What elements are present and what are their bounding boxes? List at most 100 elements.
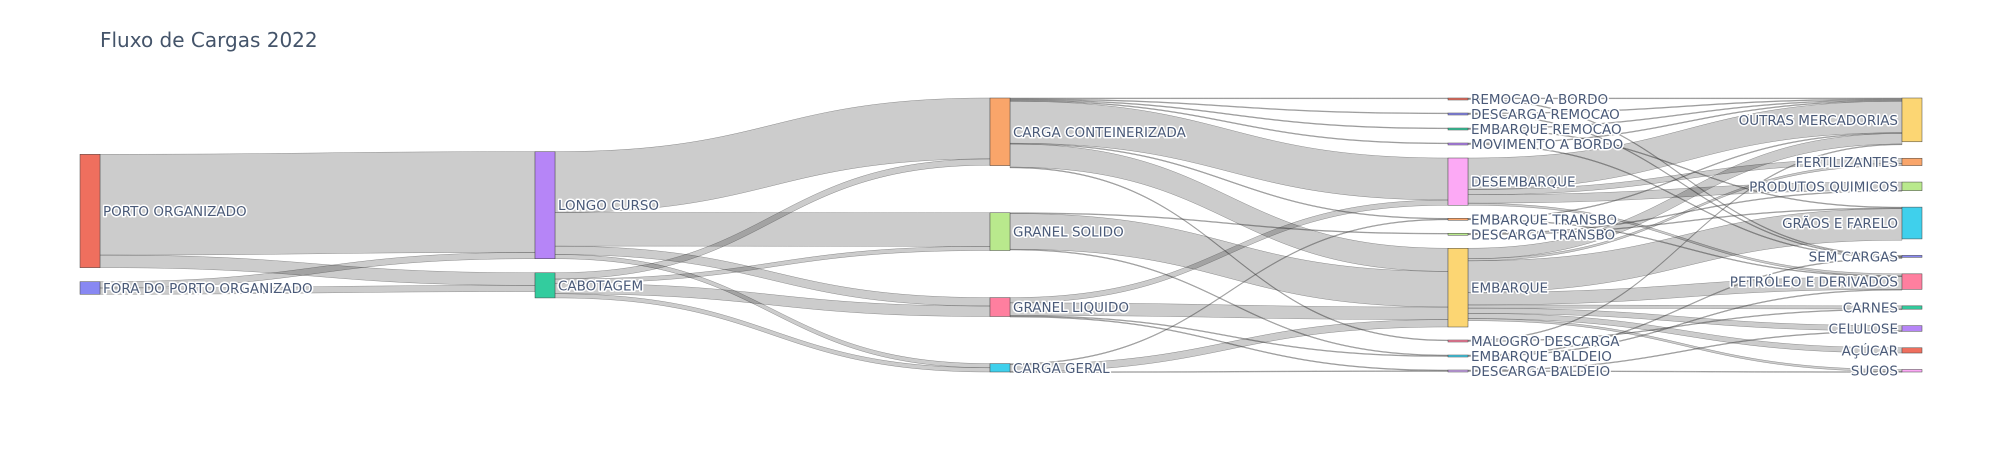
node-label-halo: CABOTAGEM (558, 278, 643, 294)
node-label-halo: SEM CARGAS (1809, 249, 1898, 265)
node-label-halo: LONGO CURSO (558, 198, 659, 214)
links-layer (99, 97, 1903, 373)
node-label-halo: DESCARGA REMOCAO (1471, 107, 1620, 123)
sankey-link[interactable] (1467, 308, 1903, 342)
node-label: SEM CARGAS (1809, 249, 1898, 265)
node-label-halo: CELULOSE (1829, 321, 1898, 337)
sankey-node[interactable] (1447, 339, 1469, 343)
sankey-node[interactable] (1447, 248, 1469, 328)
sankey-node[interactable] (1901, 206, 1923, 240)
node-label: CELULOSE (1829, 321, 1898, 337)
sankey-node[interactable] (1901, 369, 1923, 373)
sankey-node[interactable] (1447, 127, 1469, 131)
node-label-halo: FERTILIZANTES (1796, 155, 1898, 171)
node-label-halo: MALOGRO DESCARGA (1471, 334, 1620, 350)
sankey-link[interactable] (1467, 143, 1903, 342)
sankey-node[interactable] (79, 154, 101, 268)
node-label-halo: SUCOS (1851, 364, 1898, 380)
sankey-node[interactable] (1901, 97, 1923, 143)
node-label-halo: FORA DO PORTO ORGANIZADO (103, 281, 313, 297)
node-label: EMBARQUE (1471, 281, 1548, 297)
node-label-halo: DESEMBARQUE (1471, 175, 1576, 191)
node-label: CARGA GERAL (1013, 361, 1110, 377)
sankey-link[interactable] (1467, 289, 1903, 357)
node-label: DESCARGA TRANSBO (1471, 227, 1615, 243)
chart-title: Fluxo de Cargas 2022 (100, 28, 318, 52)
node-label: PORTO ORGANIZADO (103, 204, 247, 220)
sankey-node[interactable] (1447, 142, 1469, 146)
node-label-halo: EMBARQUE REMOCAO (1471, 122, 1622, 138)
node-label-halo: CARGA CONTEINERIZADA (1013, 125, 1187, 141)
node-label: GRÃOS E FARELO (1782, 215, 1898, 232)
node-label-halo: DESCARGA TRANSBO (1471, 227, 1615, 243)
sankey-node[interactable] (1447, 218, 1469, 221)
sankey-node[interactable] (1901, 273, 1923, 290)
node-label-halo: EMBARQUE (1471, 281, 1548, 297)
node-label: GRANEL LIQUIDO (1013, 300, 1129, 316)
node-label: CARGA CONTEINERIZADA (1013, 125, 1187, 141)
sankey-link[interactable] (1467, 257, 1903, 357)
node-label-halo: PETRÓLEO E DERIVADOS (1730, 273, 1898, 291)
node-label: AÇÚCAR (1842, 341, 1898, 359)
sankey-node[interactable] (1447, 233, 1469, 236)
node-label: CARNES (1843, 301, 1898, 317)
sankey-node[interactable] (1901, 347, 1923, 354)
sankey-link[interactable] (1467, 208, 1903, 293)
sankey-node[interactable] (1901, 325, 1923, 332)
node-label-halo: EMBARQUE TRANSBO (1471, 212, 1617, 228)
sankey-node[interactable] (989, 363, 1011, 373)
node-label-halo: PORTO ORGANIZADO (103, 204, 247, 220)
sankey-link[interactable] (1009, 97, 1449, 100)
node-label-halo: OUTRAS MERCADORIAS (1739, 113, 1898, 129)
node-label: MALOGRO DESCARGA (1471, 334, 1620, 350)
sankey-node[interactable] (1901, 255, 1923, 258)
node-label: FERTILIZANTES (1796, 155, 1898, 171)
sankey-node[interactable] (1447, 97, 1469, 101)
sankey-node[interactable] (1901, 157, 1923, 166)
node-label-halo: GRANEL SOLIDO (1013, 225, 1124, 241)
node-label-halo: PRODUTOS QUIMICOS (1749, 179, 1898, 195)
node-label: EMBARQUE BALDEIO (1471, 349, 1612, 365)
node-label-halo: EMBARQUE BALDEIO (1471, 349, 1612, 365)
sankey-node[interactable] (534, 151, 556, 259)
node-label: DESCARGA BALDEIO (1471, 364, 1610, 380)
sankey-link[interactable] (1467, 330, 1903, 372)
node-label-halo: REMOCAO A BORDO (1471, 92, 1608, 108)
node-label-halo: CARNES (1843, 301, 1898, 317)
node-label: LONGO CURSO (558, 198, 659, 214)
sankey-link[interactable] (554, 97, 991, 213)
sankey-node[interactable] (1901, 305, 1923, 310)
node-label-halo: GRANEL LIQUIDO (1013, 300, 1129, 316)
sankey-node[interactable] (1447, 157, 1469, 206)
node-label: OUTRAS MERCADORIAS (1739, 113, 1898, 129)
node-label: CABOTAGEM (558, 278, 643, 294)
sankey-node[interactable] (1901, 181, 1923, 191)
node-label: PRODUTOS QUIMICOS (1749, 179, 1898, 195)
sankey-node[interactable] (989, 212, 1011, 251)
sankey-node[interactable] (79, 281, 101, 295)
node-label-halo: AÇÚCAR (1842, 341, 1898, 359)
sankey-node[interactable] (989, 97, 1011, 166)
node-label-halo: CARGA GERAL (1013, 361, 1110, 377)
node-label: EMBARQUE TRANSBO (1471, 212, 1617, 228)
nodes-layer (79, 97, 1923, 373)
sankey-node[interactable] (989, 297, 1011, 317)
node-label-halo: GRÃOS E FARELO (1782, 215, 1898, 232)
node-label: DESEMBARQUE (1471, 175, 1576, 191)
sankey-node[interactable] (534, 272, 556, 299)
node-label: MOVIMENTO A BORDO (1471, 137, 1623, 153)
sankey-node[interactable] (1447, 354, 1469, 358)
node-label: PETRÓLEO E DERIVADOS (1730, 273, 1898, 291)
node-label: GRANEL SOLIDO (1013, 225, 1124, 241)
sankey-node[interactable] (1447, 369, 1469, 373)
node-label-halo: DESCARGA BALDEIO (1471, 364, 1610, 380)
node-label-halo: MOVIMENTO A BORDO (1471, 137, 1623, 153)
node-label: SUCOS (1851, 364, 1898, 380)
node-label: FORA DO PORTO ORGANIZADO (103, 281, 313, 297)
sankey-link[interactable] (1467, 370, 1903, 373)
node-label: REMOCAO A BORDO (1471, 92, 1608, 108)
sankey-node[interactable] (1447, 112, 1469, 116)
